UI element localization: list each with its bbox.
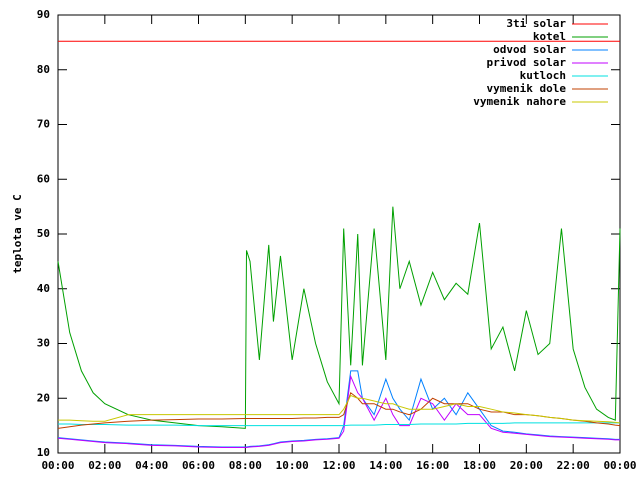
legend-label: kutloch xyxy=(520,69,566,82)
x-tick-label: 18:00 xyxy=(463,459,496,472)
series-line xyxy=(57,206,621,429)
x-tick-label: 14:00 xyxy=(369,459,402,472)
y-tick-label: 30 xyxy=(37,337,50,350)
series-line xyxy=(57,374,620,449)
x-tick-label: 16:00 xyxy=(416,459,449,472)
x-tick-label: 12:00 xyxy=(322,459,355,472)
legend-label: 3ti solar xyxy=(506,17,566,30)
legend-label: vymenik dole xyxy=(487,82,567,95)
x-tick-label: 04:00 xyxy=(135,459,168,472)
legend-label: odvod solar xyxy=(493,43,566,56)
x-tick-label: 20:00 xyxy=(510,459,543,472)
y-tick-label: 90 xyxy=(37,8,50,21)
y-tick-label: 70 xyxy=(37,118,50,131)
y-tick-label: 10 xyxy=(37,446,50,459)
x-tick-label: 06:00 xyxy=(182,459,215,472)
x-tick-label: 08:00 xyxy=(229,459,262,472)
legend-label: privod solar xyxy=(487,56,567,69)
x-tick-label: 00:00 xyxy=(603,459,636,472)
x-tick-label: 02:00 xyxy=(88,459,121,472)
legend-label: kotel xyxy=(533,30,566,43)
series-line xyxy=(57,370,620,448)
x-tick-label: 22:00 xyxy=(557,459,590,472)
y-tick-label: 60 xyxy=(37,172,50,185)
y-tick-label: 50 xyxy=(37,227,50,240)
series-line xyxy=(58,394,621,424)
series-line xyxy=(58,422,620,427)
x-tick-label: 00:00 xyxy=(41,459,74,472)
y-tick-label: 20 xyxy=(37,391,50,404)
y-tick-label: 40 xyxy=(37,282,50,295)
y-tick-label: 80 xyxy=(37,63,50,76)
y-axis-label: teplota ve C xyxy=(11,194,24,273)
x-tick-label: 10:00 xyxy=(276,459,309,472)
legend-label: vymenik nahore xyxy=(473,95,566,108)
